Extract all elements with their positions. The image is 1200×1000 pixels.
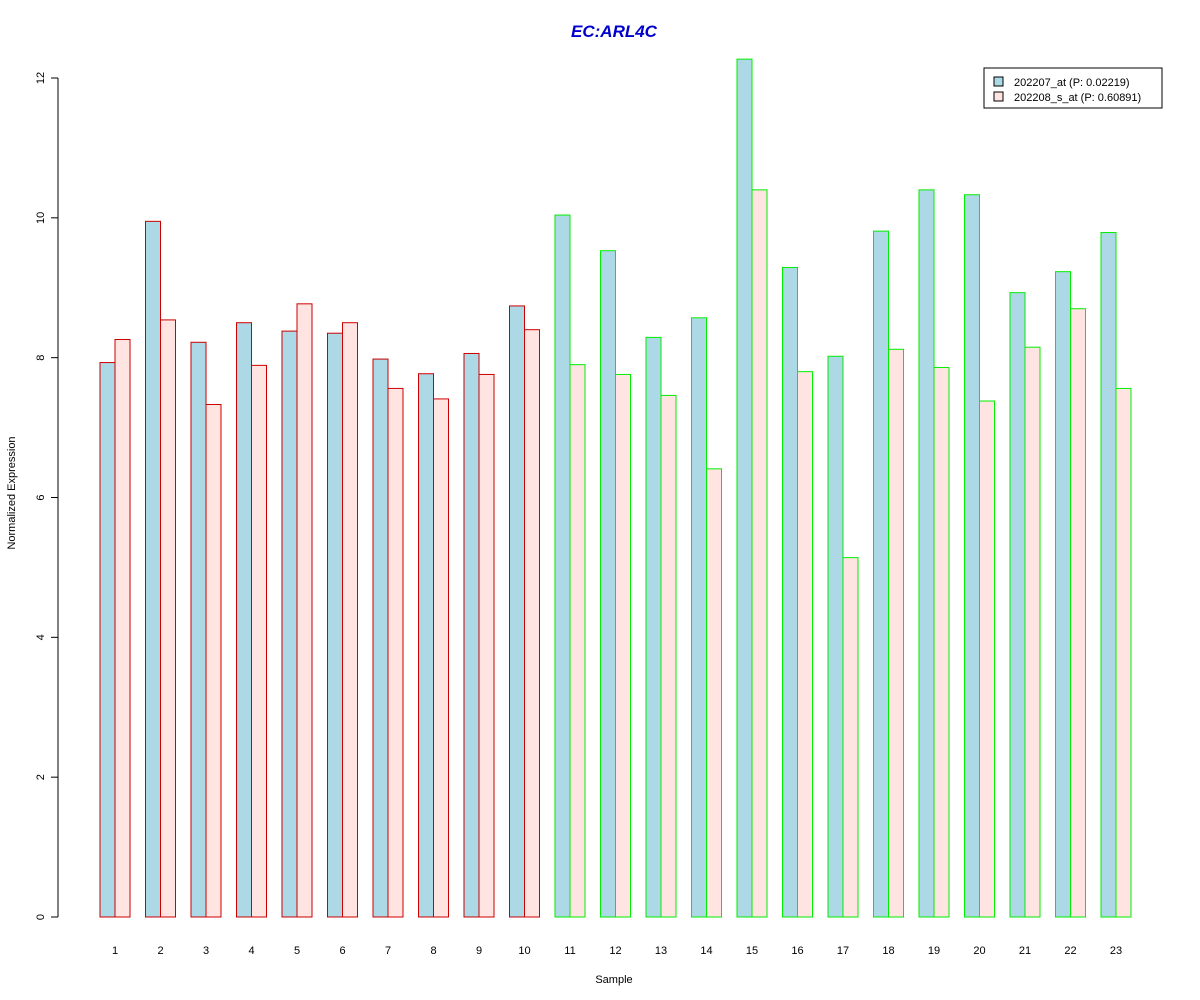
bar-series-1 <box>463 352 480 918</box>
bar-series-2 <box>1115 387 1132 918</box>
bars-group <box>99 58 1132 918</box>
bar-series-2 <box>660 394 677 918</box>
bar-series-2 <box>342 322 358 918</box>
y-tick-label: 8 <box>35 355 47 361</box>
x-tick-label: 22 <box>1064 945 1076 957</box>
x-axis-label: Sample <box>595 974 632 986</box>
legend-swatch-series-1 <box>993 76 1004 87</box>
y-tick-label: 10 <box>35 212 47 224</box>
bar-series-1 <box>1009 292 1026 918</box>
bar-series-1 <box>827 355 844 918</box>
bar-series-2 <box>751 189 768 918</box>
bar-series-2 <box>1024 346 1041 918</box>
legend: 202207_at (P: 0.02219) 202208_s_at (P: 0… <box>983 67 1163 109</box>
bar-series-1 <box>372 358 389 918</box>
x-tick-label: 14 <box>700 945 712 957</box>
x-tick-label: 21 <box>1019 945 1031 957</box>
bar-series-1 <box>327 332 343 918</box>
bar-series-2 <box>706 468 722 918</box>
x-tick-label: 23 <box>1110 945 1122 957</box>
x-tick-label: 5 <box>294 945 300 957</box>
y-tick-label: 0 <box>35 914 47 920</box>
bar-series-2 <box>797 371 813 918</box>
legend-label-series-2: 202208_s_at (P: 0.60891) <box>1014 92 1141 104</box>
bar-series-2 <box>251 364 267 918</box>
x-tick-label: 2 <box>157 945 163 957</box>
bar-series-1 <box>736 58 753 918</box>
bar-series-2 <box>387 387 404 918</box>
legend-swatch-series-2 <box>993 91 1004 102</box>
x-tick-label: 20 <box>973 945 985 957</box>
x-tick-label: 17 <box>837 945 849 957</box>
y-tick-label: 2 <box>35 774 47 780</box>
y-axis-label: Normalized Expression <box>6 436 18 549</box>
bar-series-1 <box>236 322 252 918</box>
bar-series-1 <box>873 230 889 918</box>
x-tick-label: 7 <box>385 945 391 957</box>
bar-series-1 <box>1100 232 1117 918</box>
x-axis: 1 2 3 4 5 6 7 8 9 10 11 12 13 14 15 16 17 18 19 20 21 22 23 <box>112 945 1122 957</box>
bar-series-2 <box>296 303 313 918</box>
bar-series-1 <box>554 214 571 918</box>
x-tick-label: 1 <box>112 945 118 957</box>
bar-series-2 <box>205 404 222 918</box>
bar-series-1 <box>1055 271 1071 918</box>
bar-series-2 <box>842 557 859 918</box>
bar-series-2 <box>433 398 449 918</box>
bar-series-1 <box>145 220 161 918</box>
bar-series-1 <box>509 305 525 918</box>
x-tick-label: 15 <box>746 945 758 957</box>
y-axis: 0 2 4 6 8 10 12 <box>35 72 59 920</box>
bar-series-1 <box>782 266 798 918</box>
bar-series-1 <box>645 336 662 918</box>
chart-title: EC:ARL4C <box>571 22 658 41</box>
bar-series-1 <box>99 362 116 918</box>
x-tick-label: 8 <box>430 945 436 957</box>
x-tick-label: 18 <box>882 945 894 957</box>
x-tick-label: 3 <box>203 945 209 957</box>
bar-series-2 <box>1070 308 1086 918</box>
y-tick-label: 6 <box>35 494 47 500</box>
x-tick-label: 19 <box>928 945 940 957</box>
bar-series-2 <box>524 329 540 918</box>
bar-series-1 <box>691 317 707 918</box>
bar-series-2 <box>569 364 586 918</box>
bar-series-2 <box>933 366 950 918</box>
x-tick-label: 6 <box>339 945 345 957</box>
x-tick-label: 12 <box>609 945 621 957</box>
x-tick-label: 10 <box>518 945 530 957</box>
y-tick-label: 12 <box>35 72 47 84</box>
x-tick-label: 16 <box>791 945 803 957</box>
x-tick-label: 11 <box>564 945 575 957</box>
bar-series-2 <box>979 400 995 918</box>
legend-box <box>983 67 1163 109</box>
bar-series-2 <box>888 348 904 918</box>
bar-series-2 <box>114 338 131 918</box>
bar-series-1 <box>418 373 434 918</box>
x-tick-label: 9 <box>476 945 482 957</box>
legend-label-series-1: 202207_at (P: 0.02219) <box>1014 77 1130 89</box>
bar-series-1 <box>600 250 616 918</box>
bar-series-1 <box>281 330 298 918</box>
bar-series-1 <box>190 341 207 918</box>
bar-series-2 <box>615 373 631 918</box>
bar-series-2 <box>160 319 176 918</box>
y-tick-label: 4 <box>35 634 47 640</box>
bar-series-2 <box>478 373 495 918</box>
bar-series-1 <box>918 189 935 918</box>
bar-series-1 <box>964 194 980 918</box>
x-tick-label: 13 <box>655 945 667 957</box>
x-tick-label: 4 <box>248 945 254 957</box>
